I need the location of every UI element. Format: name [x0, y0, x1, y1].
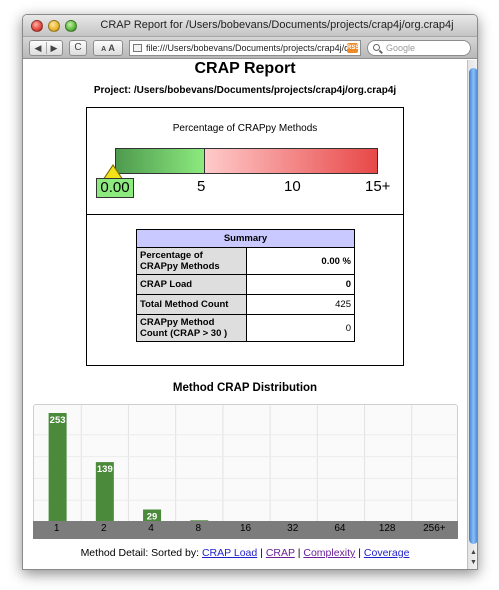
scroll-down-icon[interactable]: ▼: [470, 559, 477, 566]
bar-value-label: 29: [147, 512, 158, 522]
sort-prefix: Method Detail: Sorted by:: [80, 547, 200, 559]
sort-link-complexity[interactable]: Complexity: [303, 547, 356, 559]
gauge-title: Percentage of CRAPpy Methods: [172, 123, 318, 134]
gauge-red-zone: [204, 148, 378, 174]
text-larger-button[interactable]: A: [108, 43, 115, 53]
chart-bar: [48, 413, 67, 522]
x-tick-label: 128: [378, 523, 396, 534]
table-row: CRAP Load 0: [136, 274, 355, 295]
gauge-tick-5: 5: [197, 178, 206, 195]
summary-value: 425: [246, 294, 355, 315]
page-title: CRAP Report: [194, 60, 296, 77]
x-tick-label: 64: [334, 523, 346, 534]
summary-value: 0: [246, 314, 355, 342]
chart-bar: [143, 509, 162, 522]
summary-table: Summary Percentage of CRAPpy Methods 0.0…: [136, 229, 355, 342]
reload-button[interactable]: C: [69, 40, 87, 56]
back-forward-buttons: ◀ ▶: [29, 40, 63, 56]
x-tick-label: 256+: [423, 523, 446, 534]
gauge-value: 0.00: [96, 178, 134, 198]
method-detail-footer: Method Detail: Sorted by: CRAP Load | CR…: [23, 547, 467, 559]
x-tick-label: 16: [239, 523, 252, 534]
window-title: CRAP Report for /Users/bobevans/Document…: [100, 19, 454, 31]
summary-label: CRAP Load: [136, 274, 247, 295]
browser-window: CRAP Report for /Users/bobevans/Document…: [22, 14, 478, 570]
title-bar: CRAP Report for /Users/bobevans/Document…: [23, 15, 477, 37]
table-row: CRAPpy Method Count (CRAP > 30 ) 0: [136, 314, 355, 342]
zoom-window-button[interactable]: [65, 20, 77, 32]
panel-divider: [87, 214, 403, 215]
search-placeholder: Google: [386, 43, 416, 53]
vertical-scrollbar[interactable]: ▲ ▼: [467, 60, 477, 569]
scrollbar-thumb[interactable]: [469, 68, 477, 544]
sort-link-coverage[interactable]: Coverage: [363, 547, 410, 559]
minimize-window-button[interactable]: [48, 20, 60, 32]
page-icon: [133, 44, 142, 52]
x-tick-label: 4: [148, 523, 154, 534]
summary-value: 0.00 %: [246, 247, 355, 275]
table-row: Percentage of CRAPpy Methods 0.00 %: [136, 247, 355, 275]
summary-label: Total Method Count: [136, 294, 247, 315]
x-tick-label: 8: [195, 523, 202, 534]
back-button[interactable]: ◀: [34, 43, 42, 53]
chart-x-axis: [33, 521, 458, 539]
link-separator: |: [297, 547, 301, 559]
bar-value-label: 253: [50, 415, 66, 426]
url-text: file:///Users/bobevans/Documents/project…: [146, 43, 358, 53]
gauge-tick-15: 15+: [365, 178, 391, 195]
chart-bar: [95, 462, 114, 522]
gauge-tick-10: 10: [284, 178, 301, 195]
link-separator: |: [260, 547, 263, 559]
x-tick-label: 2: [101, 523, 107, 534]
chart-plot: 253 139 294: [34, 405, 457, 533]
text-size-buttons: A A: [93, 40, 123, 56]
table-row: Total Method Count 425: [136, 294, 355, 315]
summary-panel: Percentage of CRAPpy Methods 0.00 5 10 1…: [86, 107, 404, 366]
search-icon: [373, 44, 380, 51]
rss-icon[interactable]: RSS: [347, 43, 360, 53]
sort-link-crap-load[interactable]: CRAP Load: [201, 547, 258, 559]
summary-label: Percentage of CRAPpy Methods: [136, 247, 247, 275]
distribution-title: Method CRAP Distribution: [172, 382, 318, 394]
gauge-green-zone: [115, 148, 204, 174]
x-tick-label: 1: [53, 523, 60, 534]
summary-label: CRAPpy Method Count (CRAP > 30 ): [136, 314, 247, 342]
summary-header: Summary: [136, 229, 355, 248]
sort-link-crap[interactable]: CRAP: [265, 547, 295, 559]
gauge-marker-icon: [105, 166, 121, 178]
bar-value-label: 139: [97, 464, 113, 475]
search-input[interactable]: Google: [367, 40, 471, 56]
crap-distribution-chart: 253 139 294: [33, 404, 458, 539]
summary-value: 0: [246, 274, 355, 295]
x-tick-label: 32: [287, 523, 299, 534]
forward-button[interactable]: ▶: [50, 43, 58, 53]
page-content: CRAP Report Project: /Users/bobevans/Doc…: [23, 60, 467, 569]
link-separator: |: [358, 547, 361, 559]
project-path: Project: /Users/bobevans/Documents/proje…: [93, 85, 397, 96]
browser-toolbar: ◀ ▶ C A A file:///Users/bobevans/Document…: [23, 37, 477, 59]
text-smaller-button[interactable]: A: [101, 46, 107, 53]
close-window-button[interactable]: [31, 20, 43, 32]
scroll-up-icon[interactable]: ▲: [470, 549, 477, 556]
address-bar[interactable]: file:///Users/bobevans/Documents/project…: [129, 40, 361, 56]
